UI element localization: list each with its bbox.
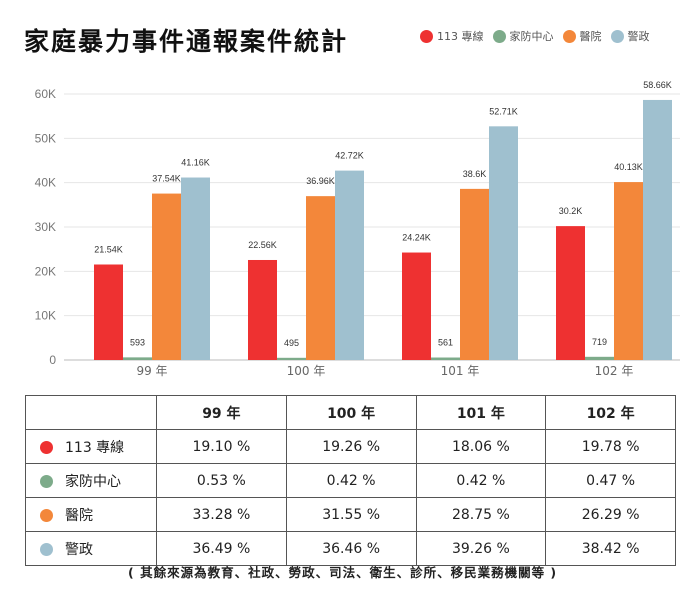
y-tick-label: 40K: [35, 176, 56, 190]
bar-hospital[interactable]: [152, 193, 181, 360]
table-cell: 18.06 %: [415, 429, 547, 464]
table-cell: 19.10 %: [156, 429, 287, 464]
bar-police[interactable]: [489, 126, 518, 360]
y-tick-label: 20K: [35, 264, 56, 278]
row-label-hospital: 醫院: [65, 507, 93, 524]
data-label: 42.72K: [335, 151, 364, 161]
data-label: 58.66K: [643, 80, 672, 90]
table-cell: 0.42 %: [285, 463, 417, 498]
legend-item-police[interactable]: 警政: [610, 28, 650, 44]
data-label: 41.16K: [181, 158, 210, 168]
table-cell: 26.29 %: [545, 497, 676, 532]
table-header-empty: [25, 395, 157, 430]
bar-hotline[interactable]: [248, 259, 277, 360]
table-cell: 0.47 %: [545, 463, 676, 498]
percentage-table: 99 年 100 年 101 年 102 年 113 專線 19.10 % 19…: [25, 395, 676, 566]
data-label: 495: [284, 338, 299, 348]
table-cell: 38.42 %: [545, 531, 676, 566]
legend-item-hospital[interactable]: 醫院: [562, 28, 602, 44]
bar-hotline[interactable]: [556, 226, 585, 360]
legend-label-family-center: 家防中心: [509, 30, 554, 43]
data-label: 30.2K: [559, 206, 583, 216]
x-tick-label: 102 年: [595, 364, 634, 378]
legend-item-hotline[interactable]: 113 專線: [420, 28, 484, 44]
row-label-hotline: 113 專線: [65, 439, 125, 456]
bar-family-center[interactable]: [431, 357, 460, 360]
row-label-family-center: 家防中心: [65, 473, 121, 490]
table-cell: 0.42 %: [415, 463, 547, 498]
data-label: 37.54K: [152, 174, 181, 184]
bar-police[interactable]: [643, 99, 672, 360]
bar-hospital[interactable]: [460, 188, 489, 360]
table-header-102: 102 年: [545, 395, 676, 430]
table-header-row: 99 年 100 年 101 年 102 年: [25, 395, 676, 430]
data-label: 561: [438, 338, 453, 348]
page-title: 家庭暴力事件通報案件統計: [24, 27, 349, 56]
bar-hospital[interactable]: [614, 182, 643, 360]
data-label: 24.24K: [402, 233, 431, 243]
table-row: 警政 36.49 % 36.46 % 39.26 % 38.42 %: [25, 531, 676, 566]
table-cell: 28.75 %: [415, 497, 547, 532]
bar-family-center[interactable]: [123, 357, 152, 360]
y-tick-label: 0: [49, 353, 56, 367]
bar-hospital[interactable]: [306, 196, 335, 360]
x-tick-label: 100 年: [287, 364, 326, 378]
table-row-label: 警政: [25, 531, 157, 566]
bar-hotline[interactable]: [402, 252, 431, 360]
table-header-99: 99 年: [156, 395, 287, 430]
data-label: 40.13K: [614, 162, 643, 172]
bar-police[interactable]: [181, 177, 210, 360]
family-center-dot-icon: [40, 474, 53, 488]
table-row-label: 113 專線: [25, 429, 157, 464]
table-cell: 19.78 %: [545, 429, 676, 464]
bar-hotline[interactable]: [94, 264, 123, 360]
bar-family-center[interactable]: [277, 357, 306, 360]
legend-dot-hotline: [420, 29, 433, 43]
footnote: ( 其餘來源為教育、社政、勞政、司法、衛生、診所、移民業務機關等 ): [128, 565, 558, 580]
table-row: 113 專線 19.10 % 19.26 % 18.06 % 19.78 %: [25, 429, 676, 464]
bar-family-center[interactable]: [585, 356, 614, 360]
bar-police[interactable]: [335, 170, 364, 360]
legend-dot-hospital: [562, 29, 576, 43]
police-dot-icon: [40, 542, 53, 556]
data-label: 52.71K: [489, 106, 518, 116]
row-label-police: 警政: [65, 541, 93, 558]
y-tick-label: 10K: [35, 309, 56, 323]
table-row-label: 醫院: [25, 497, 157, 532]
table-cell: 36.49 %: [156, 531, 287, 566]
chart-legend: 113 專線 家防中心 醫院 警政: [420, 28, 650, 44]
table-header-100: 100 年: [285, 395, 417, 430]
x-tick-label: 101 年: [441, 364, 480, 378]
hospital-dot-icon: [40, 508, 53, 522]
table-cell: 31.55 %: [285, 497, 417, 532]
legend-dot-police: [610, 29, 624, 43]
table-cell: 36.46 %: [285, 531, 417, 566]
table-cell: 39.26 %: [415, 531, 547, 566]
legend-label-hospital: 醫院: [579, 30, 602, 43]
data-label: 21.54K: [94, 245, 123, 255]
legend-label-hotline: 113 專線: [437, 30, 484, 43]
y-tick-label: 60K: [35, 87, 56, 101]
table-row-label: 家防中心: [25, 463, 157, 498]
table-row: 家防中心 0.53 % 0.42 % 0.42 % 0.47 %: [25, 463, 676, 498]
x-tick-label: 99 年: [136, 364, 167, 378]
data-label: 22.56K: [248, 240, 277, 250]
table-row: 醫院 33.28 % 31.55 % 28.75 % 26.29 %: [25, 497, 676, 532]
y-tick-label: 50K: [35, 131, 56, 145]
legend-label-police: 警政: [627, 30, 650, 43]
table-header-101: 101 年: [415, 395, 547, 430]
table-cell: 0.53 %: [156, 463, 287, 498]
data-label: 38.6K: [463, 169, 487, 179]
legend-dot-family-center: [492, 29, 506, 43]
bar-chart: 0 10K 20K 30K 40K 50K 60K 21.54K 593 37.54K41.16K…: [35, 80, 680, 378]
data-label: 36.96K: [306, 176, 335, 186]
table-cell: 19.26 %: [285, 429, 417, 464]
data-label: 719: [592, 337, 607, 347]
table-cell: 33.28 %: [156, 497, 287, 532]
legend-item-family-center[interactable]: 家防中心: [492, 28, 554, 44]
y-tick-label: 30K: [35, 220, 56, 234]
data-label: 593: [130, 337, 145, 347]
hotline-dot-icon: [40, 440, 53, 454]
